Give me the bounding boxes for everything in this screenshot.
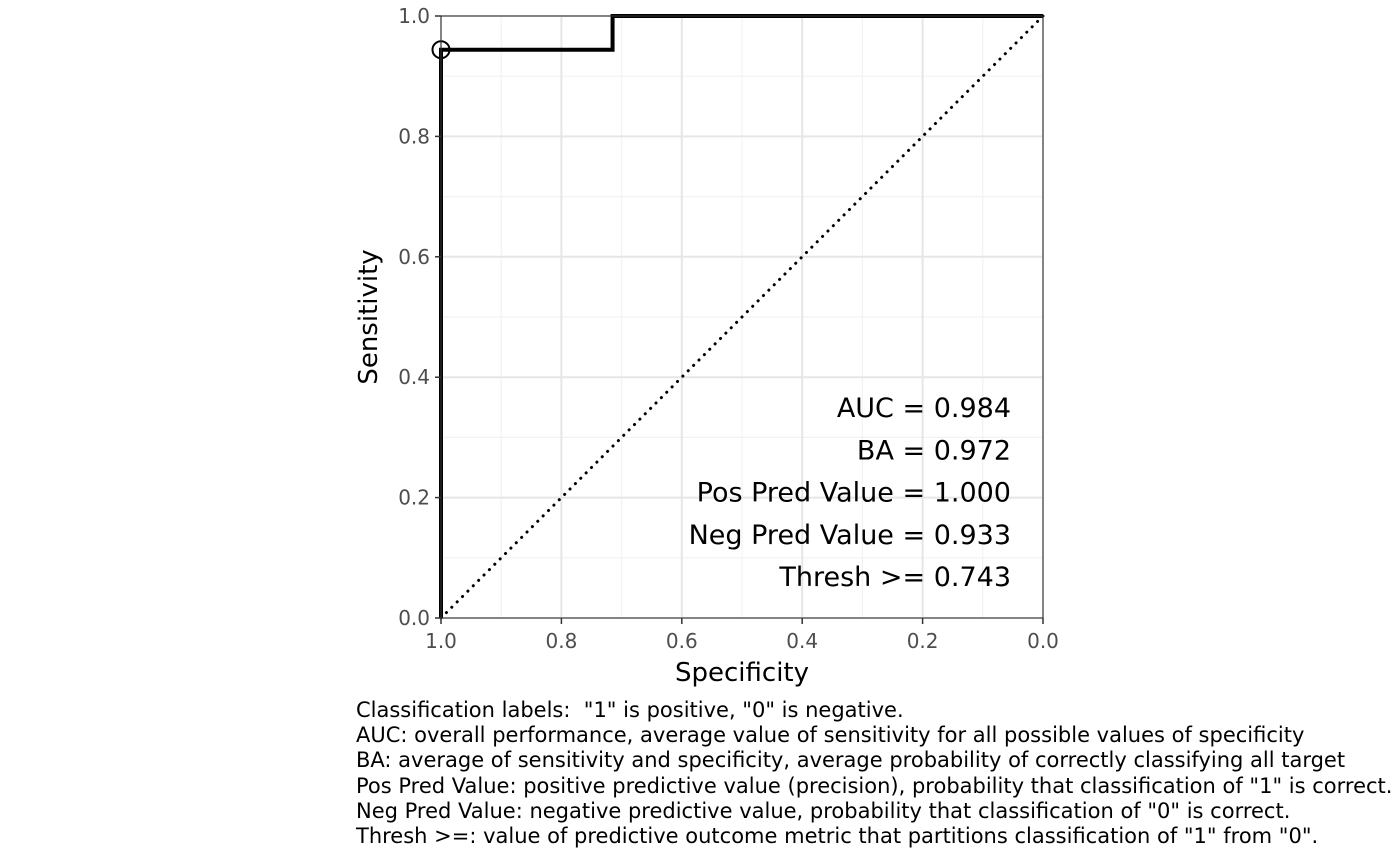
caption-line: AUC: overall performance, average value …: [356, 723, 1305, 748]
x-tick-label: 0.2: [907, 629, 939, 653]
y-tick-label: 0.4: [398, 365, 430, 389]
caption-line: BA: average of sensitivity and specifici…: [356, 748, 1346, 773]
metric-annotation: AUC = 0.984: [837, 393, 1011, 424]
caption-line: Classification labels: "1" is positive, …: [356, 698, 904, 722]
x-tick-label: 0.8: [545, 629, 577, 653]
x-tick-label: 0.4: [786, 629, 818, 653]
chance-diagonal-line: [439, 14, 1045, 620]
caption-block: Classification labels: "1" is positive, …: [356, 698, 1400, 849]
y-tick-label: 0.8: [398, 124, 430, 148]
x-tick-label: 0.6: [666, 629, 698, 653]
y-tick-label: 0.6: [398, 245, 430, 269]
plot-border: [440, 15, 1044, 619]
metric-annotation: Neg Pred Value = 0.933: [689, 520, 1011, 551]
y-tick-label: 0.2: [398, 486, 430, 510]
metric-annotation: Thresh >= 0.743: [778, 562, 1011, 593]
y-tick-label: 1.0: [398, 4, 430, 28]
caption-line: Neg Pred Value: negative predictive valu…: [356, 798, 1291, 823]
y-tick-label: 0.0: [398, 606, 430, 630]
axis-ticks: 1.0 0.8 0.6 0.4 0.2 0.0 0.0 0.2 0.4 0.6 0.8 1.0: [398, 4, 1059, 653]
metric-annotations: AUC = 0.984 BA = 0.972 Pos Pred Value = 1.…: [689, 393, 1011, 593]
metric-annotation: Pos Pred Value = 1.000: [697, 478, 1011, 509]
x-axis-title: Specificity: [675, 658, 809, 688]
caption-line: Pos Pred Value: positive predictive valu…: [356, 773, 1393, 798]
metric-annotation: BA = 0.972: [857, 435, 1011, 466]
y-axis-title: Sensitivity: [354, 249, 384, 384]
caption-line: Thresh >=: value of predictive outcome m…: [356, 824, 1319, 849]
x-tick-label: 1.0: [425, 629, 457, 653]
x-tick-label: 0.0: [1027, 629, 1059, 653]
